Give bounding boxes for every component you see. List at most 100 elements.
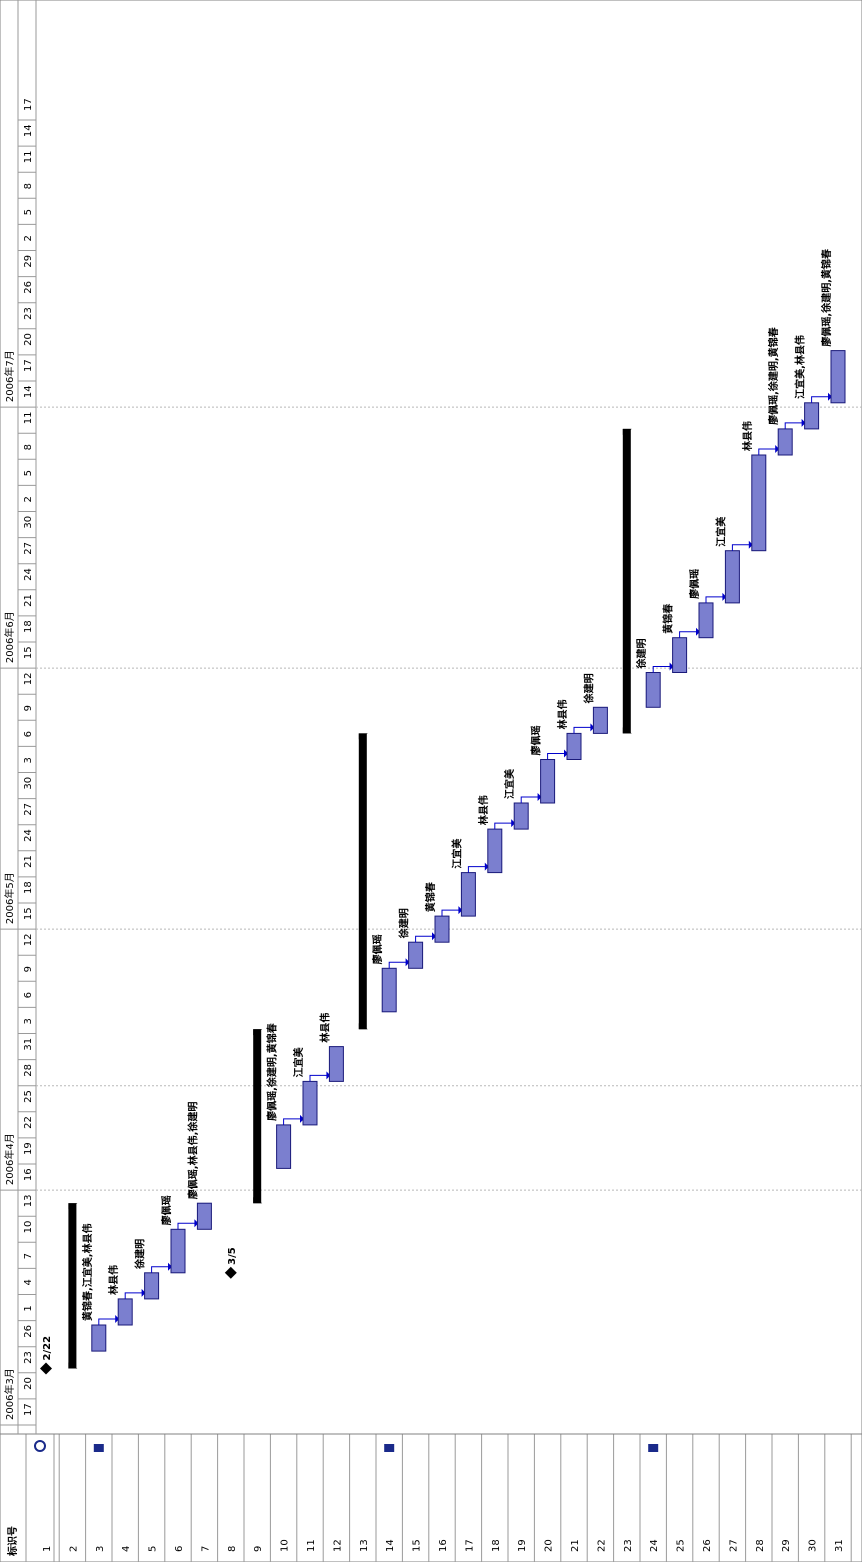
task-bar — [117, 1298, 133, 1326]
resource-label: 廖佩瑶 — [371, 934, 384, 964]
resource-label: 廖佩瑶,徐建明,黄锦春 — [767, 327, 780, 425]
row-id: 5 — [148, 1546, 159, 1552]
dependency-link — [784, 422, 805, 429]
month-label: 2006年3月 — [3, 1368, 16, 1420]
dependency-arrow — [775, 445, 780, 453]
week-tick: 9 — [23, 966, 34, 972]
row-id: 26 — [702, 1539, 713, 1552]
row-id: 31 — [834, 1539, 845, 1552]
task-table: 标识号 1 2 3 4 5 6 7 8 9 10 11 12 13 14 15 16 17 18 19 20 21 22 2… — [0, 1433, 862, 1562]
week-tick: 28 — [23, 1064, 34, 1077]
dependency-link — [547, 753, 567, 760]
task-bar — [460, 872, 476, 917]
summary-bar — [358, 733, 367, 1030]
task-bar — [434, 915, 450, 943]
week-tick: 24 — [23, 568, 34, 581]
dependency-link — [441, 909, 462, 917]
week-tick: 20 — [23, 1377, 34, 1390]
dependency-arrow — [801, 418, 806, 427]
summary-end-cap — [622, 727, 632, 734]
resource-label: 徐建明 — [582, 673, 595, 704]
dependency-link — [151, 1266, 171, 1273]
task-bar — [540, 759, 556, 804]
dependency-link — [731, 544, 752, 551]
row-id: 30 — [808, 1539, 819, 1552]
week-tick: 29 — [23, 255, 34, 268]
resource-label: 徐建明 — [635, 639, 648, 670]
dependency-arrow — [168, 1262, 172, 1271]
week-tick: 21 — [23, 855, 34, 868]
week-tick: 12 — [23, 672, 34, 685]
resource-label: 林县伟 — [741, 421, 754, 451]
row-id: 22 — [596, 1539, 607, 1552]
row-id: 2 — [68, 1546, 79, 1552]
week-tick: 6 — [23, 992, 34, 998]
resource-label: 廖佩瑶 — [530, 726, 543, 756]
week-tick: 15 — [23, 907, 34, 920]
dependency-link — [124, 1292, 145, 1299]
week-tick: 30 — [23, 516, 34, 529]
week-tick: 27 — [23, 542, 34, 555]
week-tick: 25 — [23, 1090, 34, 1103]
task-bar — [302, 1080, 318, 1126]
row-id: 11 — [306, 1539, 317, 1552]
task-bar — [751, 454, 767, 552]
row-id: 13 — [359, 1539, 370, 1552]
week-tick: 14 — [23, 124, 34, 137]
dependency-link — [758, 448, 779, 455]
dependency-arrow — [141, 1288, 146, 1297]
task-bar — [276, 1124, 292, 1169]
week-tick: 1 — [23, 1305, 34, 1311]
task-bar — [777, 428, 793, 456]
dependency-link — [467, 866, 488, 873]
week-tick: 17 — [23, 359, 34, 372]
week-tick: 3 — [23, 757, 34, 763]
row-id: 14 — [385, 1539, 396, 1552]
timescale: 1720232614710131619222528313691215182124… — [0, 98, 862, 1426]
dependency-arrow — [194, 1219, 199, 1228]
resource-label: 黄锦春 — [424, 882, 437, 912]
week-tick: 31 — [23, 1038, 34, 1051]
week-tick: 17 — [23, 1403, 34, 1416]
note-icon — [648, 1444, 659, 1452]
week-tick: 22 — [23, 1116, 34, 1129]
resource-label: 林县伟 — [107, 1265, 120, 1295]
note-icon — [93, 1444, 104, 1452]
table-rows: 1 2 3 4 5 6 7 8 9 10 11 12 13 14 15 16 17 18 19 20 21 22 23 24 2… — [42, 1434, 852, 1562]
summary-bar — [253, 1029, 262, 1204]
row-id: 19 — [517, 1539, 528, 1552]
dependency-arrow — [432, 932, 436, 941]
resource-label: 廖佩瑶,徐建明,黄锦春 — [820, 249, 833, 347]
week-tick: 18 — [23, 881, 34, 894]
row-id: 12 — [332, 1539, 343, 1552]
week-tick: 11 — [23, 150, 34, 163]
milestone-diamond — [40, 1362, 52, 1375]
resource-label: 江宜美 — [714, 516, 727, 547]
note-icon — [384, 1444, 395, 1452]
week-tick: 19 — [23, 1142, 34, 1155]
dependency-arrow — [458, 906, 463, 915]
week-tick: 23 — [23, 1351, 34, 1364]
dependency-link — [573, 726, 594, 734]
dependency-arrow — [326, 1071, 331, 1080]
dependency-arrow — [748, 540, 753, 549]
row-id: 16 — [438, 1539, 449, 1552]
task-bar — [408, 941, 424, 969]
dependency-arrow — [696, 627, 700, 636]
week-tick: 21 — [23, 594, 34, 607]
dependency-arrow — [511, 819, 516, 828]
task-bar — [566, 732, 582, 760]
row-id: 6 — [174, 1546, 185, 1552]
task-bar — [830, 350, 846, 404]
dependency-link — [309, 1074, 330, 1082]
week-tick: 17 — [23, 98, 34, 111]
resource-label: 江宜美 — [450, 838, 463, 869]
dependency-arrow — [564, 749, 568, 758]
task-bar — [144, 1272, 160, 1300]
milestone-date: 3/5 — [227, 1247, 238, 1265]
week-tick: 3 — [23, 1018, 34, 1024]
row-id: 15 — [412, 1539, 423, 1552]
week-tick: 13 — [23, 1194, 34, 1207]
